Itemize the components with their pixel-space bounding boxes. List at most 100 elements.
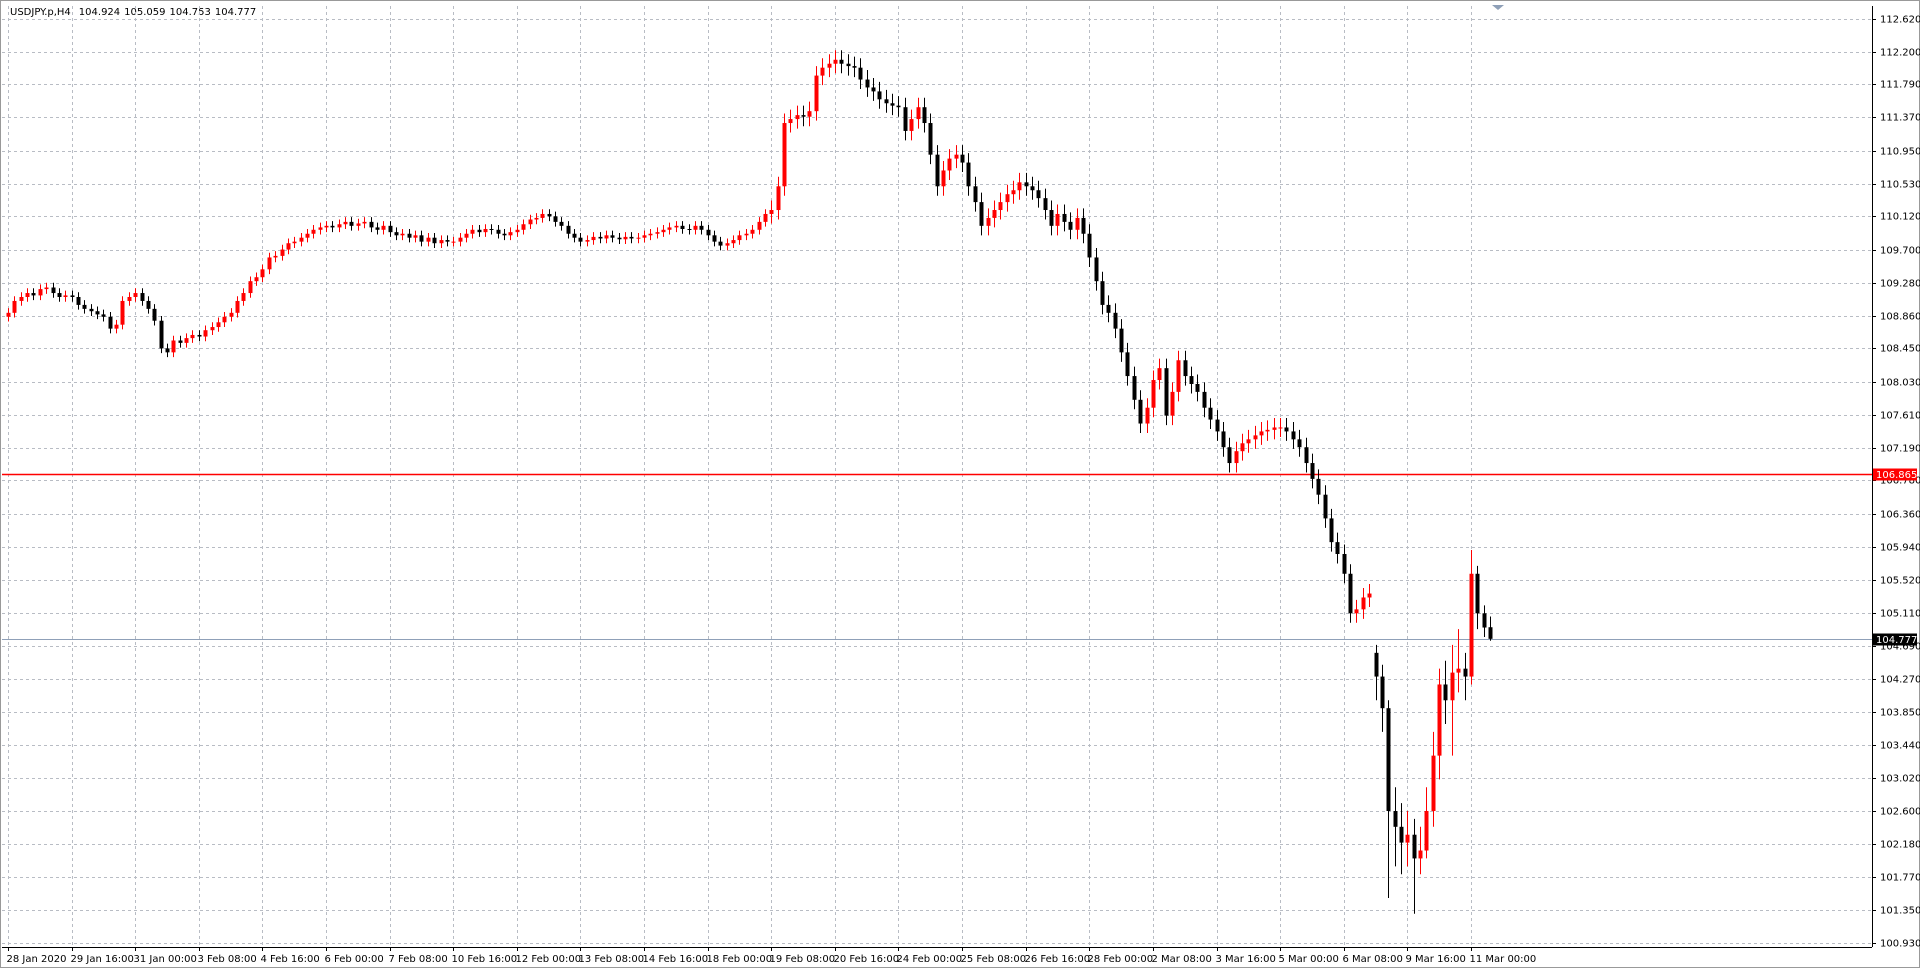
candle-body (1374, 652, 1379, 677)
y-tick-label: 112.620 (1880, 15, 1920, 26)
x-tick-label: 10 Feb 16:00 (452, 954, 518, 965)
candle-body (687, 228, 692, 230)
candle-body (559, 221, 564, 226)
y-tick-label: 101.350 (1880, 906, 1920, 917)
candle-body (140, 293, 145, 301)
candle-body (725, 243, 730, 246)
x-tick-label: 7 Feb 08:00 (389, 954, 448, 965)
candle-body (31, 293, 36, 296)
candle-body (820, 67, 825, 76)
candle-body (235, 300, 240, 313)
candle-body (1151, 380, 1156, 408)
candle-body (757, 221, 762, 230)
candle-body (1253, 435, 1258, 440)
candle-body (852, 66, 857, 68)
candle-body (1043, 198, 1048, 211)
y-tick-label: 104.690 (1880, 642, 1920, 653)
candle-body (1132, 376, 1137, 400)
candle-body (515, 229, 520, 233)
candle-body (992, 210, 997, 218)
candle-body (966, 162, 971, 187)
candle-body (381, 225, 386, 230)
candle-body (1170, 391, 1175, 416)
candle-body (922, 107, 927, 124)
candle-body (1418, 850, 1423, 859)
header-low: 104.753 (170, 7, 211, 18)
candle-body (763, 213, 768, 222)
candle-body (718, 241, 723, 246)
candle-body (324, 225, 329, 228)
candle-body (451, 241, 456, 243)
candle-body (1443, 684, 1448, 701)
y-tick-label: 107.190 (1880, 444, 1920, 455)
candle-body (318, 227, 323, 230)
shift-marker (1492, 5, 1504, 10)
candle-body (1164, 368, 1169, 416)
candle-body (1335, 542, 1340, 554)
candle-body (1017, 182, 1022, 191)
candle-body (508, 232, 513, 236)
candle-body (1119, 328, 1124, 353)
x-tick-label: 5 Mar 00:00 (1279, 954, 1339, 965)
candle-body (667, 227, 672, 230)
candle-body (489, 228, 494, 230)
x-tick-label: 24 Feb 00:00 (897, 954, 963, 965)
candle-body (973, 186, 978, 203)
candle-body (349, 221, 354, 226)
candle-body (1323, 494, 1328, 519)
symbol: USDJPY.p,H4 (10, 7, 71, 18)
candle-body (1482, 613, 1487, 628)
candle-body (674, 225, 679, 228)
candle-body (1055, 213, 1060, 226)
candle-body (1157, 368, 1162, 381)
candle-body (362, 221, 367, 224)
y-tick-label: 105.110 (1880, 609, 1920, 620)
candle-body (400, 233, 405, 236)
candle-body (578, 237, 583, 242)
x-tick-label: 3 Mar 16:00 (1216, 954, 1276, 965)
candle-body (25, 293, 30, 297)
candle-body (1380, 676, 1385, 709)
y-tick-label: 111.370 (1880, 113, 1920, 124)
x-tick-label: 29 Jan 16:00 (71, 954, 134, 965)
candle-body (1062, 213, 1067, 222)
candle-body (935, 154, 940, 187)
price-label: 106.865 (1876, 470, 1917, 481)
candle-body (1049, 210, 1054, 226)
candle-body (1488, 627, 1493, 639)
candle-body (280, 249, 285, 256)
candle-body (38, 289, 43, 296)
candle-body (210, 327, 215, 331)
candle-body (152, 308, 157, 321)
candle-body (241, 293, 246, 301)
candle-body (19, 296, 24, 301)
y-tick-label: 103.440 (1880, 741, 1920, 752)
candle-body (197, 334, 202, 337)
candle-body (941, 170, 946, 187)
candle-body (827, 63, 832, 68)
candle-body (839, 59, 844, 64)
x-tick-label: 20 Feb 16:00 (834, 954, 900, 965)
x-tick-label: 28 Jan 2020 (7, 954, 67, 965)
candle-body (648, 233, 653, 236)
candle-body (146, 300, 151, 309)
x-tick-label: 13 Feb 08:00 (579, 954, 645, 965)
candle-body (248, 281, 253, 294)
y-tick-label: 104.270 (1880, 675, 1920, 686)
candle-body (807, 111, 812, 117)
candle-body (483, 228, 488, 233)
candle-body (1463, 668, 1468, 677)
x-tick-label: 9 Mar 16:00 (1406, 954, 1466, 965)
candle-body (871, 87, 876, 92)
candle-body (1412, 834, 1417, 859)
candle-body (979, 202, 984, 226)
header: USDJPY.p,H4 104.924 105.059 104.753 104.777 (10, 7, 256, 18)
candle-body (731, 240, 736, 244)
x-tick-label: 28 Feb 00:00 (1088, 954, 1154, 965)
candle-body (229, 312, 234, 317)
y-tick-label: 110.530 (1880, 180, 1920, 191)
candle-body (1272, 427, 1277, 430)
candle-body (833, 59, 838, 64)
candle-body (1100, 281, 1105, 305)
